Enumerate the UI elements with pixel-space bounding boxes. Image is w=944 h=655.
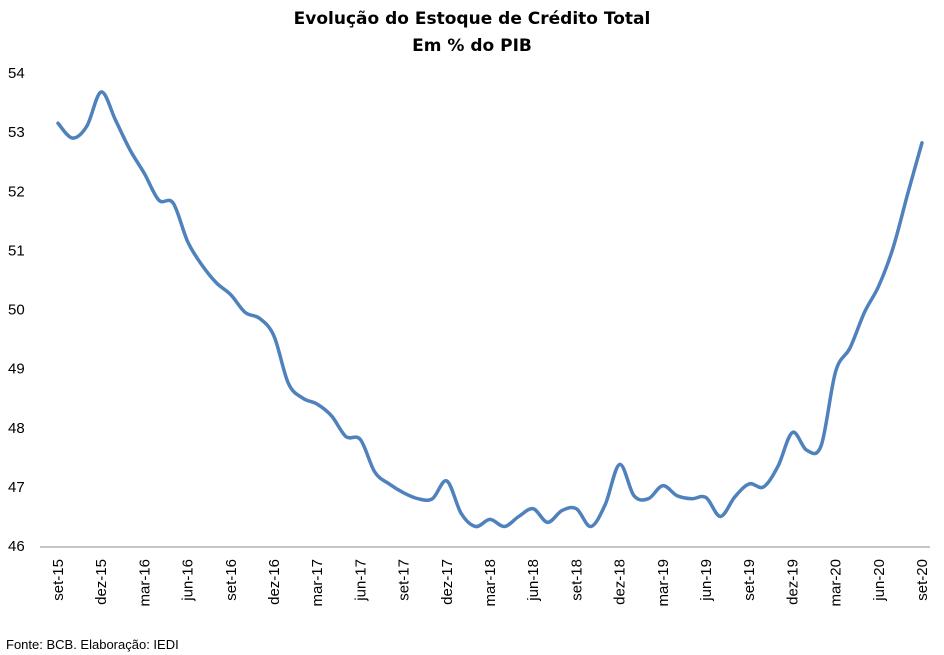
data-point-fev-17 <box>301 396 305 400</box>
data-point-mar-18 <box>488 517 492 521</box>
data-point-mar-20 <box>834 370 838 374</box>
x-tick-label: jun-17 <box>352 559 369 602</box>
y-tick-label: 46 <box>8 538 25 555</box>
data-point-set-15 <box>56 121 60 125</box>
x-tick-label: set-15 <box>50 559 67 601</box>
data-point-set-19 <box>747 482 751 486</box>
y-tick-label: 47 <box>8 479 25 496</box>
x-tick-label: mar-20 <box>828 559 845 607</box>
x-tick-label: set-16 <box>223 559 240 601</box>
x-tick-label: dez-17 <box>439 559 456 605</box>
x-tick-label: set-18 <box>568 559 585 601</box>
x-tick-label: mar-17 <box>309 559 326 607</box>
data-point-abr-20 <box>848 346 852 350</box>
data-point-dez-19 <box>790 430 794 434</box>
x-tick-label: dez-18 <box>612 559 629 605</box>
data-point-out-15 <box>70 136 74 140</box>
data-point-ago-16 <box>214 281 218 285</box>
x-tick-label: set-17 <box>396 559 413 601</box>
data-point-jan-18 <box>459 511 463 515</box>
data-point-mai-19 <box>690 497 694 501</box>
data-point-out-19 <box>762 485 766 489</box>
data-point-abr-19 <box>675 494 679 498</box>
data-point-set-20 <box>920 141 924 145</box>
data-point-mar-19 <box>661 484 665 488</box>
data-point-out-16 <box>243 310 247 314</box>
data-point-jul-16 <box>200 263 204 267</box>
data-point-jul-19 <box>718 514 722 518</box>
chart-title: Evolução do Estoque de Crédito Total <box>294 9 651 29</box>
y-axis: 46 47 48 49 50 51 52 53 54 <box>8 65 25 555</box>
data-point-jan-17 <box>286 381 290 385</box>
data-point-ago-19 <box>733 495 737 499</box>
data-point-dez-16 <box>272 334 276 338</box>
x-tick-label: mar-16 <box>136 559 153 607</box>
data-point-out-17 <box>416 497 420 501</box>
x-tick-label: dez-19 <box>784 559 801 605</box>
data-point-abr-16 <box>157 198 161 202</box>
data-point-mai-16 <box>171 201 175 205</box>
data-point-jan-16 <box>114 118 118 122</box>
data-point-mar-16 <box>142 172 146 176</box>
data-point-jun-18 <box>531 507 535 511</box>
data-point-abr-18 <box>502 524 506 528</box>
data-point-jul-20 <box>891 245 895 249</box>
data-point-set-18 <box>574 507 578 511</box>
data-point-jan-20 <box>805 448 809 452</box>
data-point-dez-15 <box>99 90 103 94</box>
chart-subtitle: Em % do PIB <box>412 36 532 56</box>
plot-area <box>56 90 924 529</box>
data-point-jun-19 <box>704 496 708 500</box>
series-line <box>56 90 924 529</box>
data-point-jun-20 <box>877 284 881 288</box>
data-point-mai-18 <box>517 514 521 518</box>
data-point-nov-17 <box>430 497 434 501</box>
data-point-jun-16 <box>186 240 190 244</box>
data-point-fev-16 <box>128 148 132 152</box>
data-point-ago-18 <box>560 509 564 513</box>
y-tick-label: 52 <box>8 183 25 200</box>
data-point-mai-17 <box>344 435 348 439</box>
data-point-fev-18 <box>474 524 478 528</box>
x-tick-label: dez-16 <box>266 559 283 605</box>
y-tick-label: 49 <box>8 361 25 378</box>
data-point-nov-15 <box>85 124 89 128</box>
data-point-nov-19 <box>776 464 780 468</box>
data-point-dez-17 <box>445 479 449 483</box>
x-tick-label: dez-15 <box>93 559 110 605</box>
x-tick-label: set-19 <box>741 559 758 601</box>
data-point-jul-18 <box>546 520 550 524</box>
data-point-dez-18 <box>618 462 622 466</box>
x-tick-label: set-20 <box>914 559 931 601</box>
y-tick-label: 54 <box>8 65 25 82</box>
data-point-set-17 <box>402 491 406 495</box>
x-tick-label: mar-18 <box>482 559 499 607</box>
x-tick-label: jun-19 <box>698 559 715 602</box>
data-point-jan-19 <box>632 494 636 498</box>
data-point-out-18 <box>589 524 593 528</box>
x-tick-label: jun-20 <box>871 559 888 602</box>
y-tick-label: 48 <box>8 420 25 437</box>
y-tick-label: 50 <box>8 302 25 319</box>
data-point-ago-17 <box>387 482 391 486</box>
data-point-set-16 <box>229 293 233 297</box>
x-tick-label: jun-18 <box>525 559 542 602</box>
data-point-abr-17 <box>330 414 334 418</box>
data-point-nov-18 <box>603 503 607 507</box>
data-point-fev-19 <box>646 497 650 501</box>
data-point-nov-16 <box>258 316 262 320</box>
x-tick-label: mar-19 <box>655 559 672 607</box>
data-point-jul-17 <box>373 470 377 474</box>
data-point-fev-20 <box>819 443 823 447</box>
source-footnote: Fonte: BCB. Elaboração: IEDI <box>6 637 179 652</box>
data-point-mai-20 <box>862 310 866 314</box>
x-axis: set-15 dez-15 mar-16 jun-16 set-16 dez-16 mar-… <box>40 546 931 607</box>
data-point-mar-17 <box>315 402 319 406</box>
x-tick-label: jun-16 <box>180 559 197 602</box>
data-point-ago-20 <box>906 192 910 196</box>
y-tick-label: 53 <box>8 124 25 141</box>
data-point-jun-17 <box>358 438 362 442</box>
y-tick-label: 51 <box>8 242 25 259</box>
